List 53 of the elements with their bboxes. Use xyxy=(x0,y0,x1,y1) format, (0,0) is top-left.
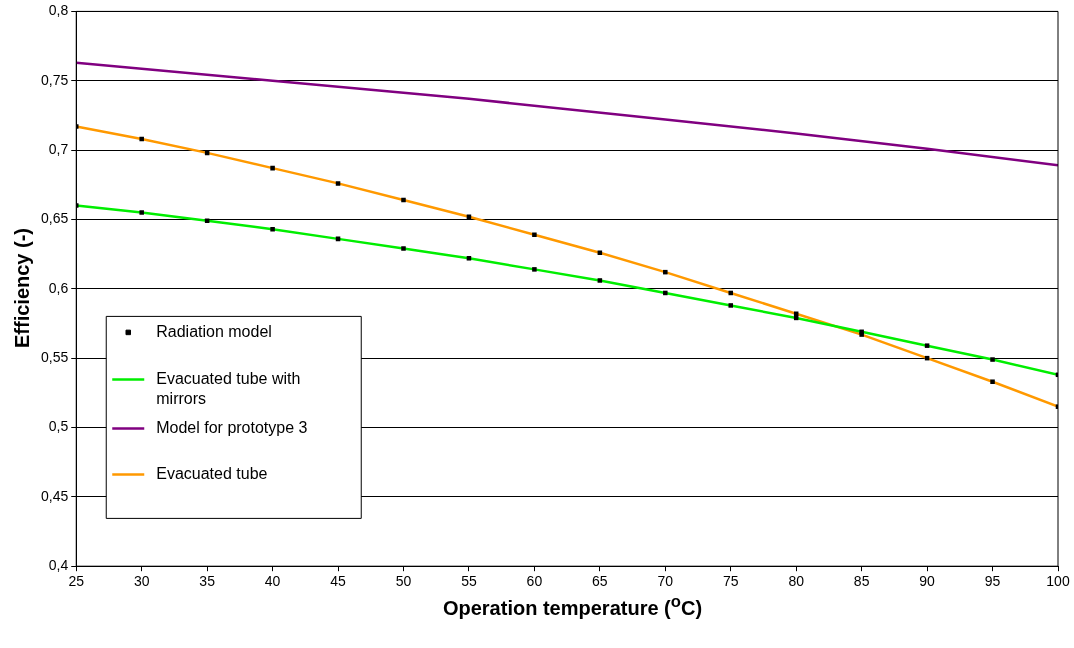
point xyxy=(270,226,275,232)
y-tick-label: 0,65 xyxy=(41,210,69,227)
point xyxy=(728,290,734,296)
x-tick-label: 85 xyxy=(853,573,870,590)
y-tick-label: 0,7 xyxy=(48,140,69,157)
x-tick-label: 80 xyxy=(788,573,805,590)
y-tick-label: 0,5 xyxy=(48,418,69,435)
point xyxy=(335,181,341,186)
x-tick-label: 35 xyxy=(199,573,216,590)
x-tick-label: 25 xyxy=(68,573,85,590)
y-tick-label: 0,55 xyxy=(41,349,69,366)
y-tick-label: 0,45 xyxy=(41,487,69,504)
point xyxy=(139,136,144,142)
x-tick-label: 30 xyxy=(133,573,150,590)
y-tick-label: 0,4 xyxy=(48,557,69,574)
point xyxy=(990,357,995,362)
point xyxy=(270,165,275,171)
x-tick-label: 75 xyxy=(722,573,739,590)
point xyxy=(597,278,603,283)
legend-label: Model for prototype 3 xyxy=(156,418,308,436)
x-tick-label: 60 xyxy=(526,573,543,590)
x-tick-label: 95 xyxy=(984,573,1001,590)
legend-label: Evacuated tube xyxy=(156,464,268,482)
x-tick-label: 45 xyxy=(330,573,347,590)
point xyxy=(728,303,734,308)
point xyxy=(532,232,537,237)
point xyxy=(663,269,668,275)
point xyxy=(76,203,79,208)
x-axis-title: Operation temperature ($^{o}$C) xyxy=(441,592,704,620)
point xyxy=(663,290,668,296)
legend-label: Radiation model xyxy=(156,322,272,340)
point xyxy=(139,210,144,215)
y-tick-label: 0,6 xyxy=(48,279,69,296)
point xyxy=(924,343,930,348)
x-tick-label: 70 xyxy=(657,573,674,590)
point xyxy=(76,124,79,129)
y-tick-label: 0,8 xyxy=(48,2,69,19)
point xyxy=(532,267,537,272)
x-tick-label: 65 xyxy=(592,573,608,590)
legend-label: Evacuated tube with mirrors xyxy=(156,369,301,407)
x-tick-label: 90 xyxy=(919,573,936,590)
x-tick-label: 100 xyxy=(1046,573,1070,590)
y-tick-label: 0,75 xyxy=(41,71,69,88)
x-tick-label: 40 xyxy=(264,573,281,590)
point xyxy=(401,197,406,203)
point xyxy=(466,214,472,219)
x-tick-label: 50 xyxy=(395,573,412,590)
point xyxy=(401,246,406,251)
y-axis-title: Efficiency (-) xyxy=(10,227,34,349)
point xyxy=(597,250,603,255)
point xyxy=(466,256,472,261)
x-tick-label: 55 xyxy=(461,573,477,590)
point xyxy=(990,379,995,384)
